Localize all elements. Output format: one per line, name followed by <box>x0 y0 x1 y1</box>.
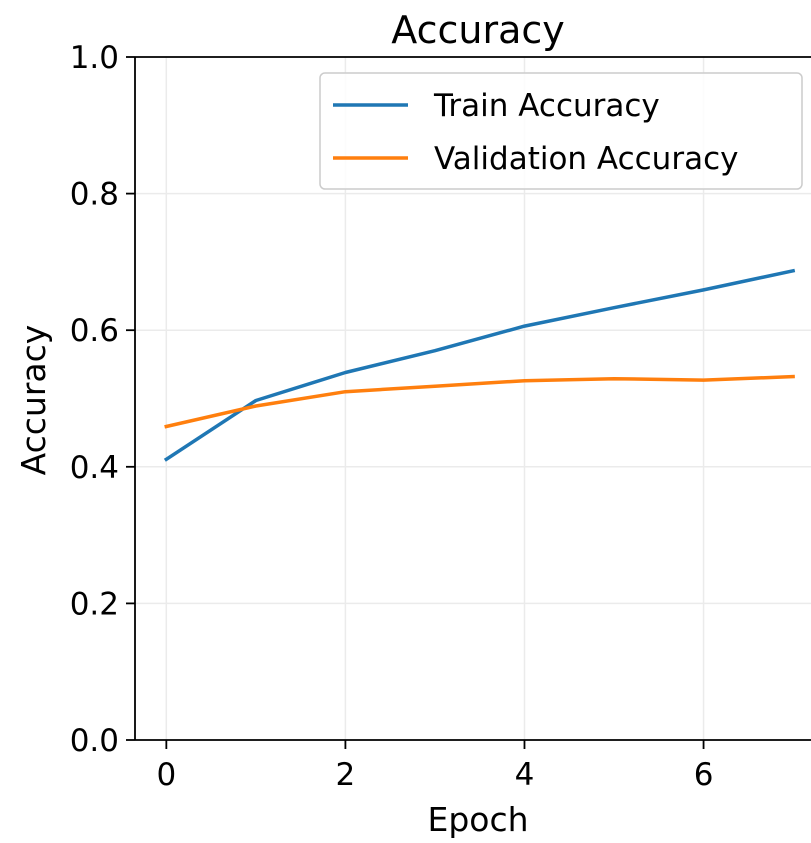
y-tick-label: 1.0 <box>70 40 119 76</box>
y-axis-label: Accuracy <box>14 325 53 476</box>
y-tick-label: 0.8 <box>70 177 119 213</box>
x-tick-label: 2 <box>336 757 356 793</box>
y-tick-label: 0.2 <box>70 586 119 622</box>
axes <box>134 56 811 741</box>
x-tick-label: 4 <box>515 757 535 793</box>
legend-label: Validation Accuracy <box>434 141 738 177</box>
y-tick-label: 0.0 <box>70 723 119 759</box>
x-axis-label: Epoch <box>427 800 528 839</box>
legend-items: Train Accuracy Validation Accuracy <box>333 88 738 177</box>
legend: Train Accuracy Validation Accuracy <box>319 72 803 190</box>
y-tick-label: 0.6 <box>70 313 119 349</box>
chart-title: Accuracy <box>391 8 565 52</box>
tick-labels: 0 2 4 6 0.0 0.2 0.4 0.6 0.8 1.0 <box>70 40 714 793</box>
series-lines <box>163 268 796 462</box>
series-line-validation <box>164 374 795 429</box>
y-tick-label: 0.4 <box>70 450 119 486</box>
legend-box <box>319 72 803 190</box>
series-line-train <box>163 268 796 462</box>
legend-label: Train Accuracy <box>433 88 660 124</box>
x-tick-label: 6 <box>694 757 714 793</box>
x-tick-label: 0 <box>156 757 176 793</box>
